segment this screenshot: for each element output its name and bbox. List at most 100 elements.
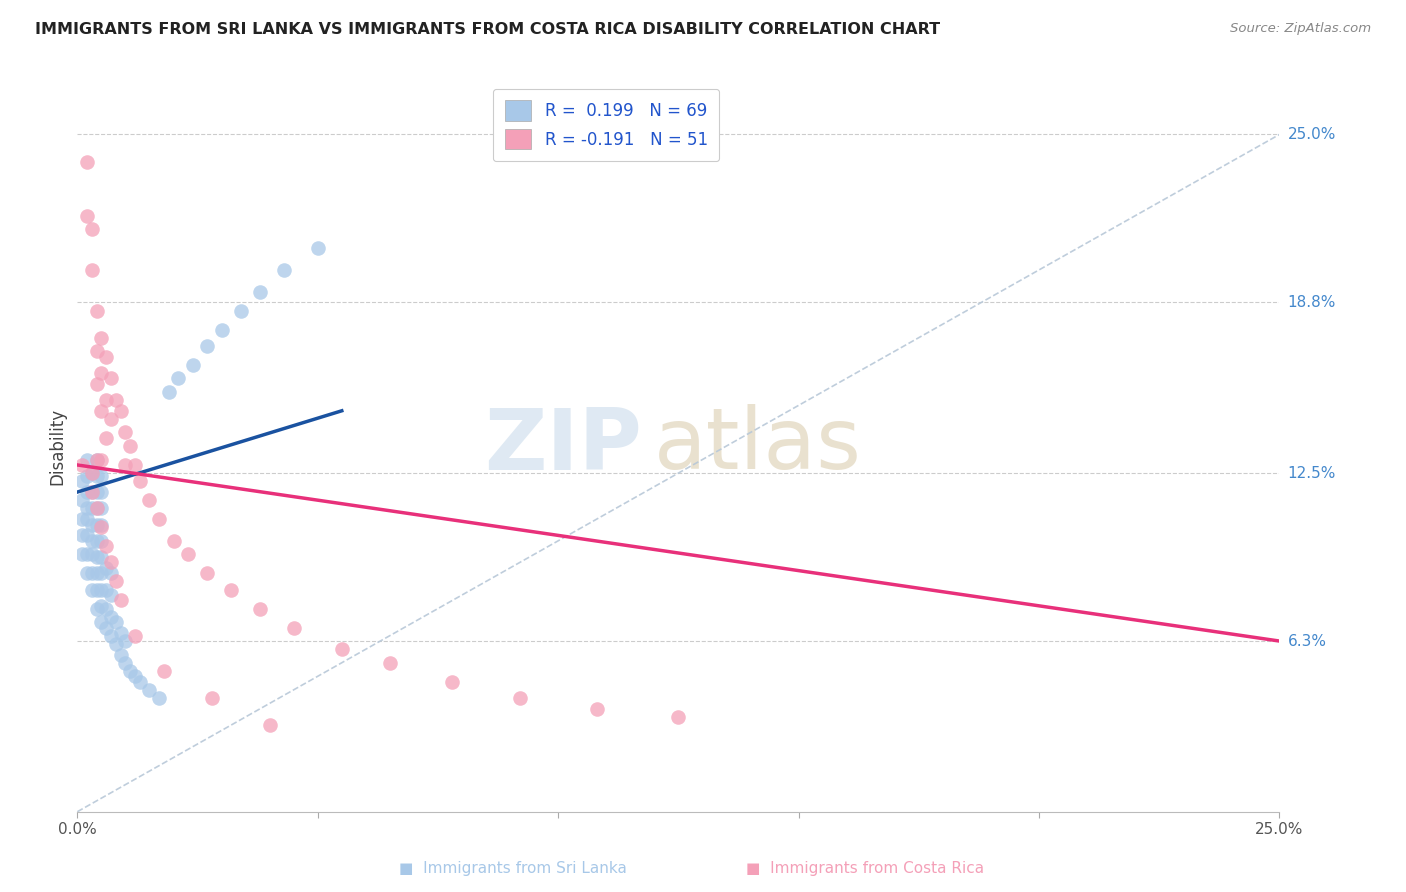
Point <box>76 468 98 483</box>
Point <box>90 599 112 613</box>
Text: ZIP: ZIP <box>485 404 643 488</box>
Point <box>157 384 180 399</box>
Point <box>76 547 98 561</box>
Point <box>90 520 112 534</box>
Point <box>378 656 401 670</box>
Text: 18.8%: 18.8% <box>1288 295 1336 310</box>
Point <box>124 458 146 472</box>
Point <box>70 493 93 508</box>
Point <box>181 358 204 372</box>
Point <box>100 412 122 426</box>
Point <box>96 620 118 634</box>
Point <box>124 669 146 683</box>
Point <box>100 588 122 602</box>
Point <box>100 609 122 624</box>
Point <box>114 656 136 670</box>
Point <box>80 517 103 532</box>
Point <box>70 547 93 561</box>
Point <box>90 615 112 629</box>
Point <box>86 501 108 516</box>
Point <box>96 539 118 553</box>
Point <box>90 517 112 532</box>
Point <box>114 458 136 472</box>
Point <box>76 452 98 467</box>
Point <box>104 637 127 651</box>
Point <box>249 601 271 615</box>
Point <box>585 702 607 716</box>
Point <box>90 468 112 483</box>
Point <box>668 710 690 724</box>
Point <box>90 366 112 380</box>
Point <box>104 392 127 407</box>
Point <box>110 648 132 662</box>
Point <box>80 466 103 480</box>
Text: ■  Immigrants from Costa Rica: ■ Immigrants from Costa Rica <box>745 861 984 876</box>
Point <box>86 517 108 532</box>
Point <box>80 582 103 597</box>
Point <box>104 615 127 629</box>
Point <box>162 533 184 548</box>
Point <box>96 582 118 597</box>
Point <box>76 209 98 223</box>
Point <box>86 533 108 548</box>
Point <box>96 431 118 445</box>
Point <box>90 550 112 565</box>
Text: ■  Immigrants from Sri Lanka: ■ Immigrants from Sri Lanka <box>399 861 627 876</box>
Point <box>96 561 118 575</box>
Point <box>219 582 242 597</box>
Point <box>70 458 93 472</box>
Point <box>80 466 103 480</box>
Point <box>80 547 103 561</box>
Point <box>110 404 132 418</box>
Point <box>441 674 464 689</box>
Point <box>86 376 108 391</box>
Point <box>138 682 160 697</box>
Point <box>80 485 103 500</box>
Point <box>110 626 132 640</box>
Point <box>195 566 218 581</box>
Point <box>330 642 353 657</box>
Point <box>509 690 531 705</box>
Point <box>96 601 118 615</box>
Point <box>148 512 170 526</box>
Point <box>86 566 108 581</box>
Point <box>195 339 218 353</box>
Point <box>80 222 103 236</box>
Point <box>80 485 103 500</box>
Point <box>76 512 98 526</box>
Point <box>80 263 103 277</box>
Point <box>153 664 176 678</box>
Point <box>80 566 103 581</box>
Point <box>273 263 295 277</box>
Point <box>110 593 132 607</box>
Point <box>86 303 108 318</box>
Point <box>76 485 98 500</box>
Point <box>100 371 122 385</box>
Point <box>90 533 112 548</box>
Point <box>86 485 108 500</box>
Point <box>128 474 150 488</box>
Point <box>100 629 122 643</box>
Point <box>96 392 118 407</box>
Point <box>201 690 224 705</box>
Point <box>70 474 93 488</box>
Point <box>86 582 108 597</box>
Point <box>86 501 108 516</box>
Text: 6.3%: 6.3% <box>1288 633 1327 648</box>
Point <box>80 501 103 516</box>
Point <box>86 550 108 565</box>
Legend: R =  0.199   N = 69, R = -0.191   N = 51: R = 0.199 N = 69, R = -0.191 N = 51 <box>494 88 720 161</box>
Point <box>86 468 108 483</box>
Point <box>90 501 112 516</box>
Point <box>90 566 112 581</box>
Point <box>167 371 190 385</box>
Point <box>120 664 142 678</box>
Point <box>120 439 142 453</box>
Point <box>70 512 93 526</box>
Point <box>86 344 108 359</box>
Point <box>76 154 98 169</box>
Point <box>90 452 112 467</box>
Point <box>124 629 146 643</box>
Point <box>90 582 112 597</box>
Point <box>86 452 108 467</box>
